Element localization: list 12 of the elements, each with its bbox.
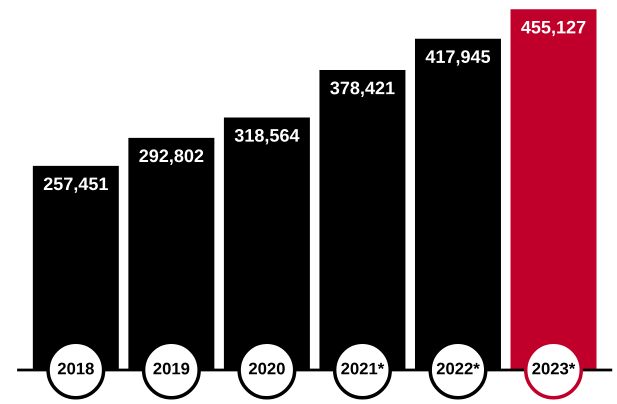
data-label: 292,802	[139, 149, 204, 165]
x-tick-label: 2020	[248, 362, 285, 374]
x-tick-label: 2023*	[532, 362, 576, 374]
x-tick-label: 2018	[58, 362, 94, 374]
data-label: 417,945	[426, 50, 490, 66]
x-tick-label: 2022*	[436, 362, 480, 374]
x-tick-label: 2021*	[341, 362, 384, 374]
data-label: 257,451	[44, 177, 108, 193]
data-label: 318,564	[234, 129, 300, 144]
data-label: 378,421	[330, 82, 395, 97]
data-label: 455,127	[521, 20, 586, 36]
x-tick-label: 2019	[153, 362, 190, 374]
